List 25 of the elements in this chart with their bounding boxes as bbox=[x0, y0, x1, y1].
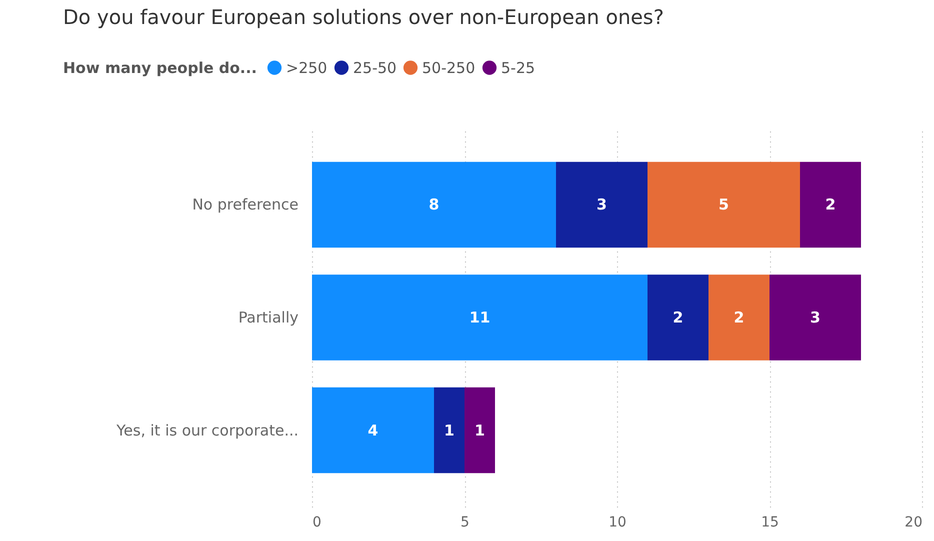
data-label: 11 bbox=[469, 308, 490, 326]
chart-title: Do you favour European solutions over non-European ones? bbox=[63, 5, 664, 29]
y-tick-label: Yes, it is our corporate... bbox=[116, 421, 298, 440]
x-tick-label: 20 bbox=[904, 514, 922, 530]
data-label: 2 bbox=[825, 196, 836, 214]
data-label: 4 bbox=[368, 421, 378, 440]
data-label: 2 bbox=[734, 308, 744, 326]
data-label: 3 bbox=[596, 196, 607, 214]
x-tick-label: 10 bbox=[608, 514, 626, 530]
legend-label: >250 bbox=[286, 58, 328, 77]
data-label: 1 bbox=[444, 421, 454, 440]
data-label: 5 bbox=[718, 196, 729, 214]
x-tick-label: 0 bbox=[312, 514, 322, 530]
y-tick-label: Partially bbox=[238, 308, 299, 326]
legend-label: 50-250 bbox=[422, 58, 476, 77]
x-tick-label: 15 bbox=[761, 514, 779, 530]
legend-title: How many people do... bbox=[63, 59, 257, 77]
y-tick-label: No preference bbox=[192, 196, 298, 214]
data-label: 3 bbox=[810, 308, 820, 326]
data-label: 2 bbox=[672, 308, 684, 326]
legend-label: 5-25 bbox=[501, 58, 536, 77]
data-label: 1 bbox=[474, 421, 485, 440]
x-tick-label: 5 bbox=[460, 514, 470, 530]
data-label: 8 bbox=[428, 196, 440, 214]
legend-label: 25-50 bbox=[353, 58, 397, 77]
